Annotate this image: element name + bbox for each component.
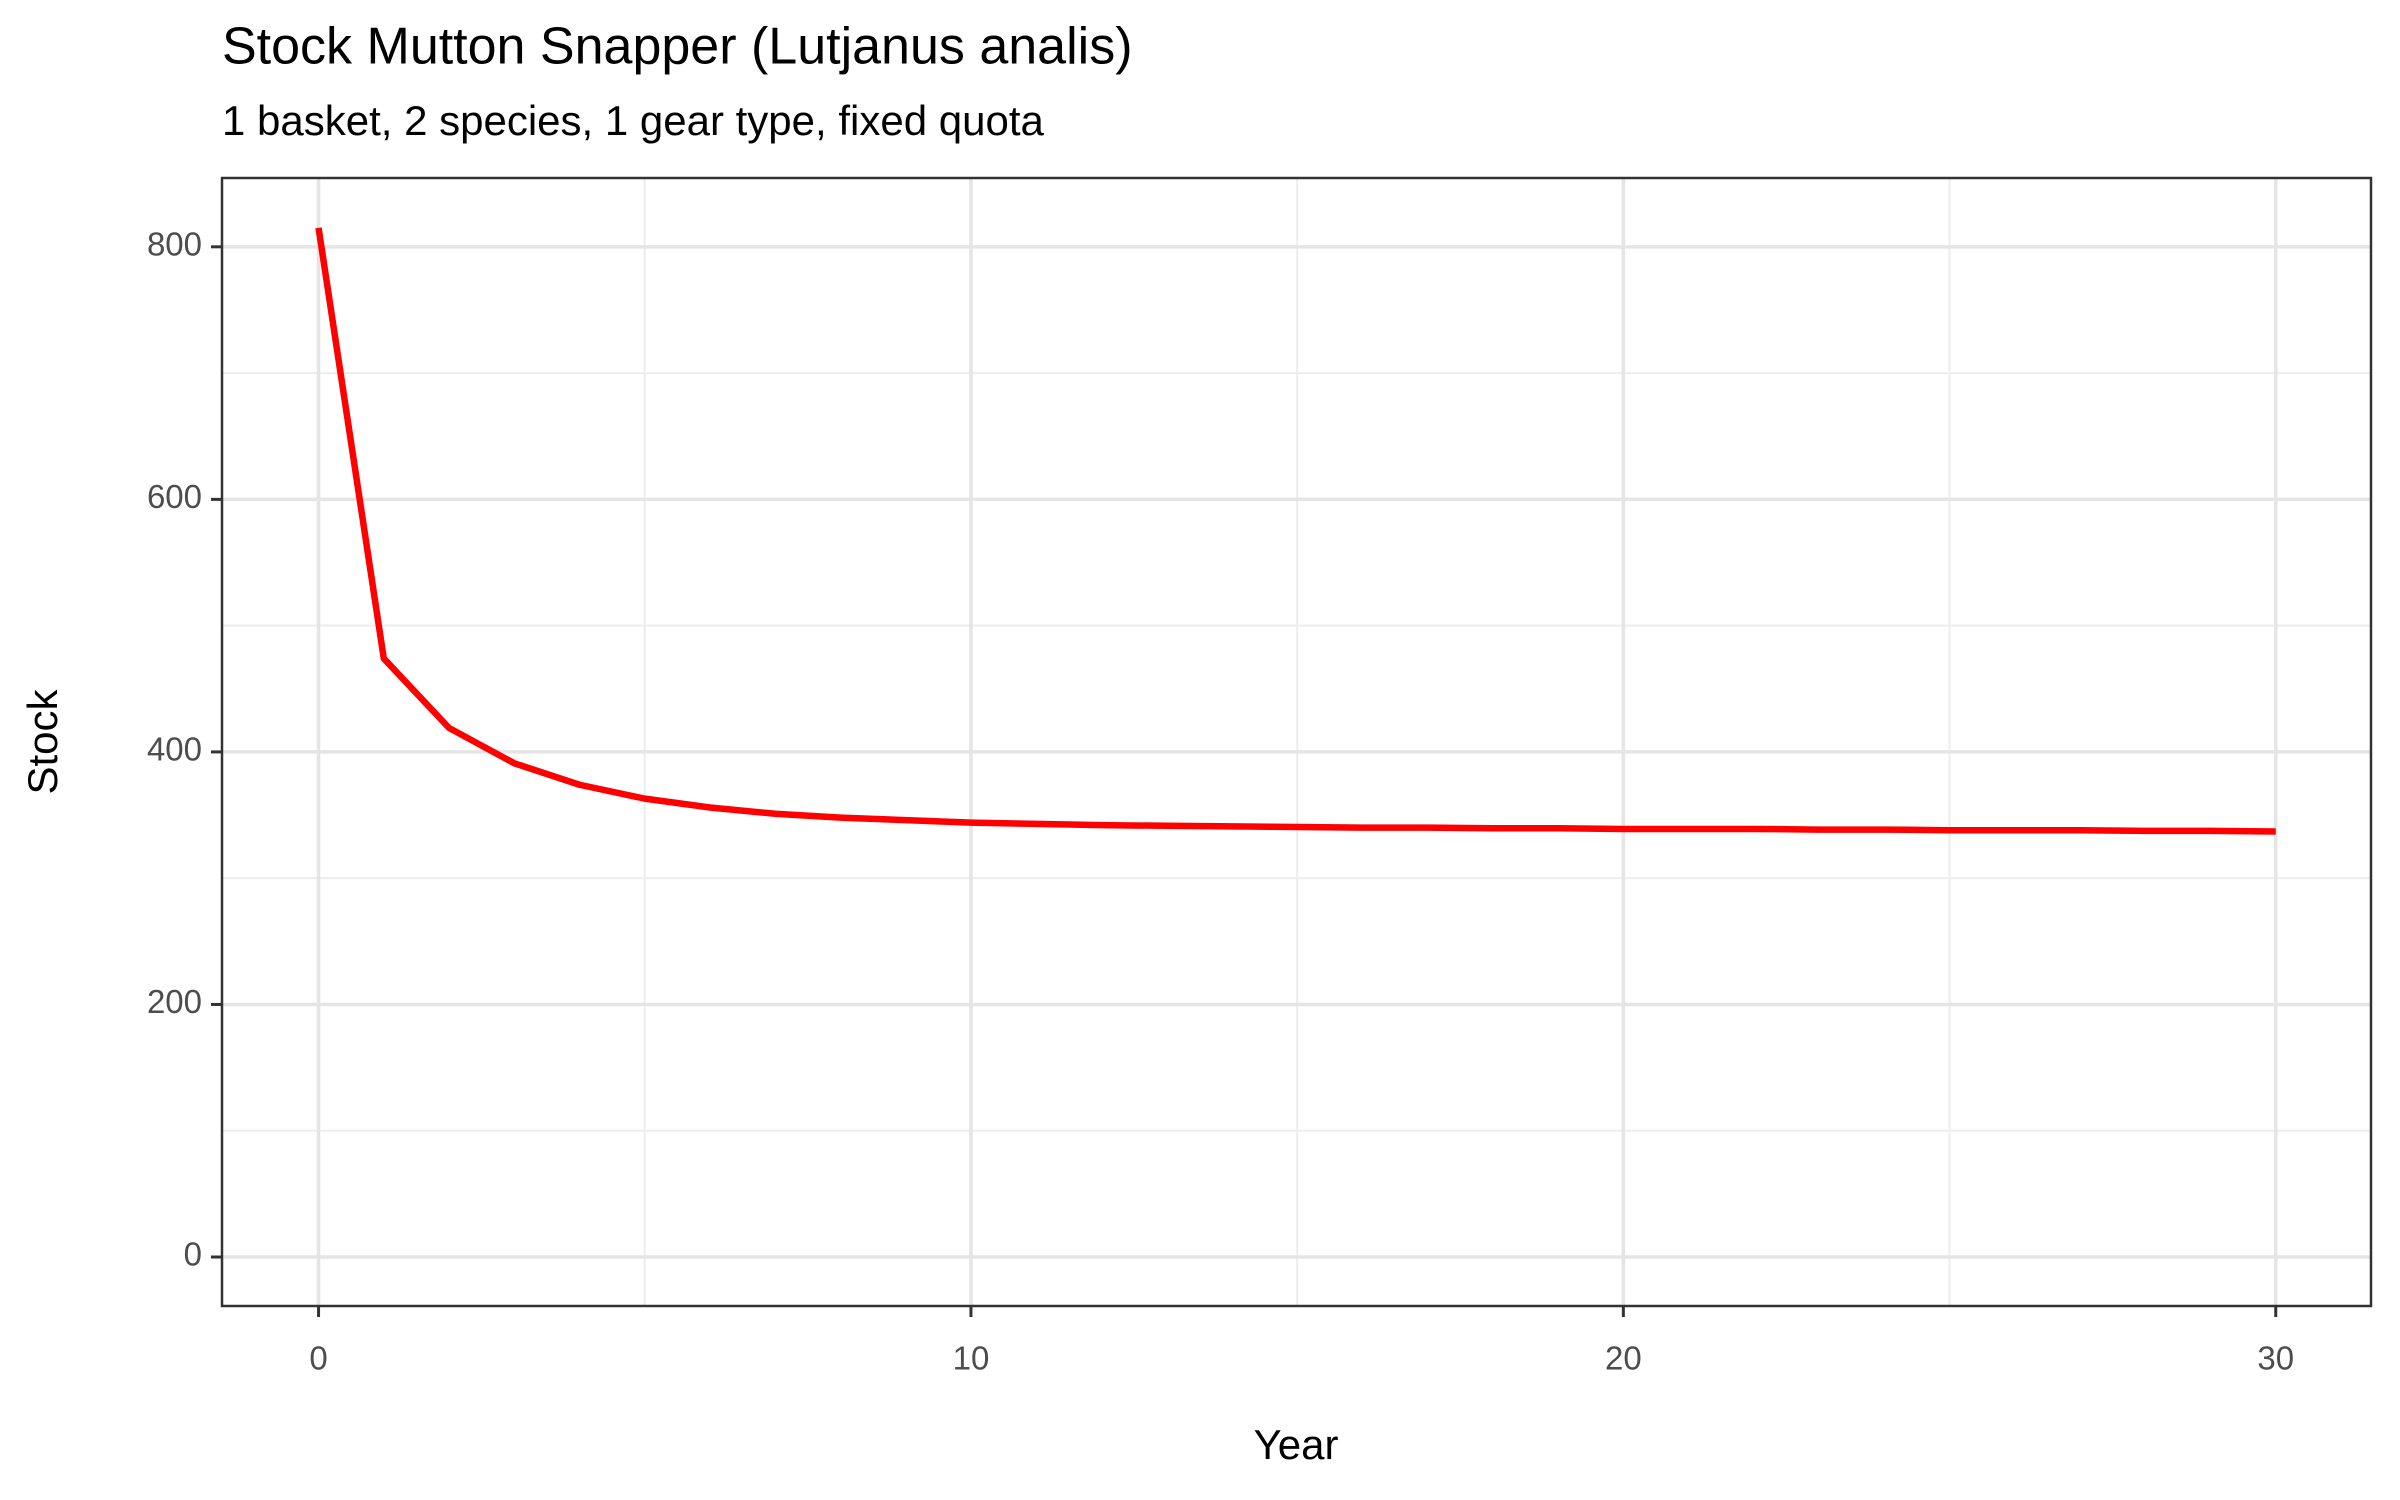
chart-title: Stock Mutton Snapper (Lutjanus analis): [222, 18, 1133, 76]
x-tick-label: 0: [309, 1340, 327, 1377]
x-tick-label: 20: [1605, 1340, 1642, 1377]
x-tick-label: 10: [953, 1340, 990, 1377]
y-tick-label: 800: [147, 226, 202, 263]
x-tick-label: 30: [2257, 1340, 2294, 1377]
y-tick-label: 200: [147, 983, 202, 1020]
x-axis-title: Year: [1254, 1421, 1339, 1468]
y-axis-title: Stock: [19, 688, 66, 794]
y-tick-label: 600: [147, 478, 202, 515]
chart-subtitle: 1 basket, 2 species, 1 gear type, fixed …: [222, 97, 1044, 144]
y-tick-label: 0: [184, 1236, 202, 1273]
panel-border: [220, 176, 2373, 1308]
y-tick-label: 400: [147, 731, 202, 768]
data-line: [315, 227, 2276, 835]
